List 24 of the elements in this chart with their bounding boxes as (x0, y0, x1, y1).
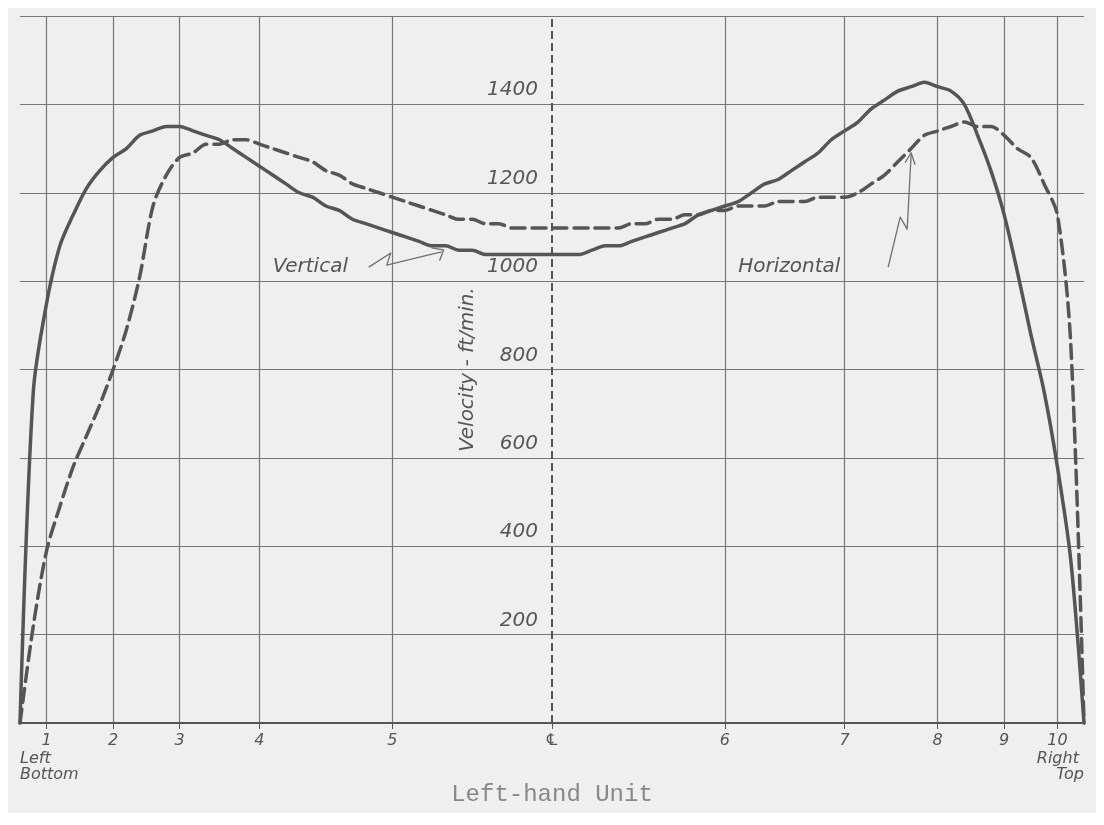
y-tick-label: 1400 (487, 76, 538, 101)
series-label: Vertical (272, 253, 349, 278)
x-tick-label: 4 (254, 729, 265, 749)
x-tick-label: 8 (932, 729, 943, 749)
x-tick-label: 7 (839, 729, 851, 749)
text: Horizontal (738, 253, 841, 278)
y-tick-label: 400 (499, 518, 538, 543)
y-tick-label: 1000 (487, 253, 538, 278)
x-tick-label: 2 (108, 729, 119, 749)
text: Left Bottom (20, 747, 79, 783)
x-tick-label: ℄ (544, 729, 560, 749)
y-axis-title: Velocity - ft/min. (454, 287, 479, 452)
x-tick-label: 3 (174, 729, 185, 749)
x-tick-label: 1 (41, 729, 52, 749)
x-tick-label: 9 (999, 729, 1010, 749)
x-tick-label: 5 (387, 729, 398, 749)
y-tick-label: 1200 (487, 164, 538, 189)
y-tick-label: 800 (499, 341, 538, 366)
y-tick-label: 600 (499, 429, 538, 454)
text: Right Top (1036, 747, 1084, 783)
y-tick-label: 200 (499, 606, 538, 631)
text: Left-hand Unit (451, 780, 653, 808)
x-tick-label: 10 (1047, 729, 1068, 749)
x-tick-label: 6 (719, 729, 730, 749)
